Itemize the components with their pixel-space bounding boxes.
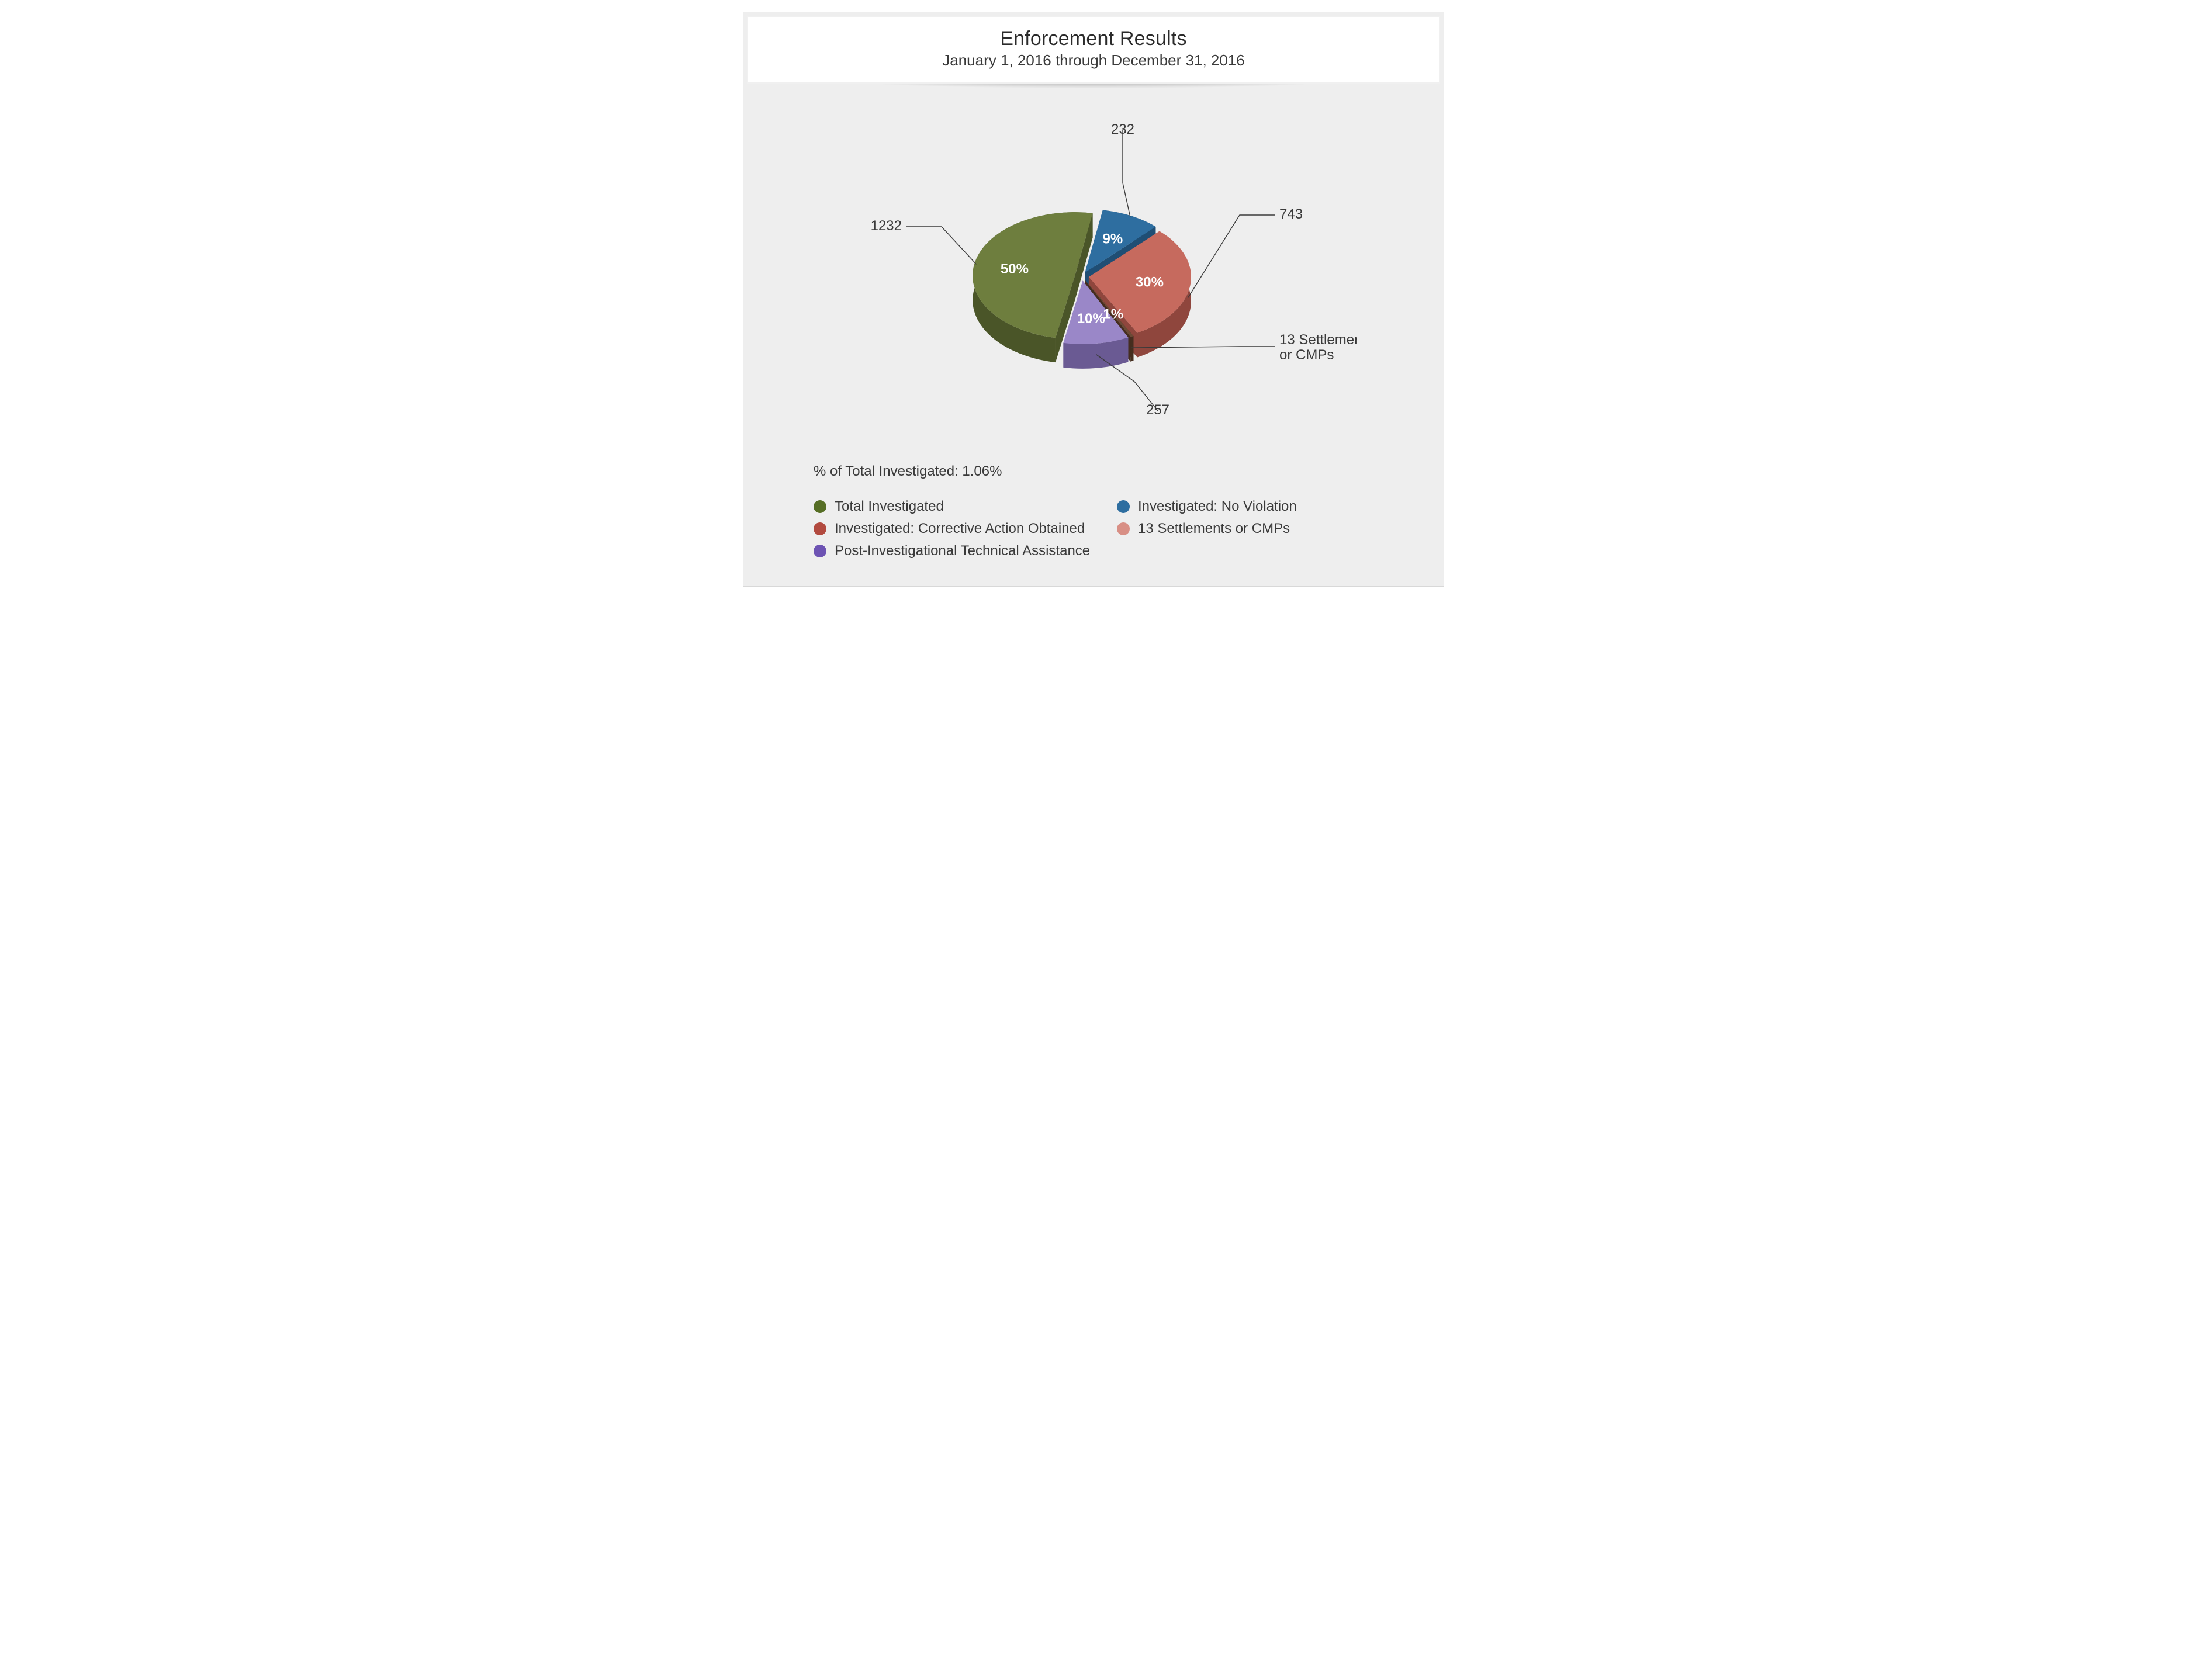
legend-label-corrective: Investigated: Corrective Action Obtained xyxy=(835,521,1085,537)
callout-label-corrective: 743 xyxy=(1279,206,1303,222)
legend-item-settlements: 13 Settlements or CMPs xyxy=(1117,521,1397,537)
callout-line-corrective xyxy=(1188,215,1275,297)
legend-item-total: Total Investigated xyxy=(814,498,1094,515)
chart-subtitle: January 1, 2016 through December 31, 201… xyxy=(760,51,1427,70)
callout-label-settlements: 13 Settlements xyxy=(1279,332,1357,348)
legend-item-post_ta: Post-Investigational Technical Assistanc… xyxy=(814,543,1094,559)
legend-label-settlements: 13 Settlements or CMPs xyxy=(1138,521,1290,537)
legend: Total Investigated Investigated: No Viola… xyxy=(743,494,1444,586)
title-card-shadow xyxy=(767,84,1420,101)
legend-swatch-no_violation xyxy=(1117,500,1130,513)
chart-frame: Enforcement Results January 1, 2016 thro… xyxy=(743,12,1444,587)
chart-area: 9% 30% 1%10% 50% 232 743 13 Settlementsor CMPs… xyxy=(743,101,1444,463)
slice-pct-corrective: 30% xyxy=(1136,275,1164,290)
slice-pct-settlements: 1% xyxy=(1103,306,1123,322)
callout-label-settlements: or CMPs xyxy=(1279,347,1334,363)
legend-swatch-total xyxy=(814,500,826,513)
legend-swatch-settlements xyxy=(1117,522,1130,535)
legend-label-no_violation: Investigated: No Violation xyxy=(1138,498,1297,515)
slice-pct-total: 50% xyxy=(1001,261,1029,277)
legend-item-corrective: Investigated: Corrective Action Obtained xyxy=(814,521,1094,537)
callout-line-total xyxy=(906,227,977,264)
callout-label-no_violation: 232 xyxy=(1111,122,1134,137)
chart-title: Enforcement Results xyxy=(760,27,1427,50)
legend-item-no_violation: Investigated: No Violation xyxy=(1117,498,1397,515)
legend-swatch-post_ta xyxy=(814,545,826,557)
callout-label-total: 1232 xyxy=(871,218,902,234)
legend-label-post_ta: Post-Investigational Technical Assistanc… xyxy=(835,543,1090,559)
slice-pct-post_ta: 10% xyxy=(1077,311,1105,327)
callout-label-post_ta: 257 xyxy=(1146,402,1169,418)
legend-swatch-corrective xyxy=(814,522,826,535)
footer-note: % of Total Investigated: 1.06% xyxy=(743,463,1444,494)
title-card: Enforcement Results January 1, 2016 thro… xyxy=(747,16,1440,84)
callout-line-no_violation xyxy=(1123,130,1130,217)
slice-pct-no_violation: 9% xyxy=(1103,231,1123,247)
legend-label-total: Total Investigated xyxy=(835,498,944,515)
pie-chart: 9% 30% 1%10% 50% 232 743 13 Settlementsor CMPs… xyxy=(830,113,1357,463)
